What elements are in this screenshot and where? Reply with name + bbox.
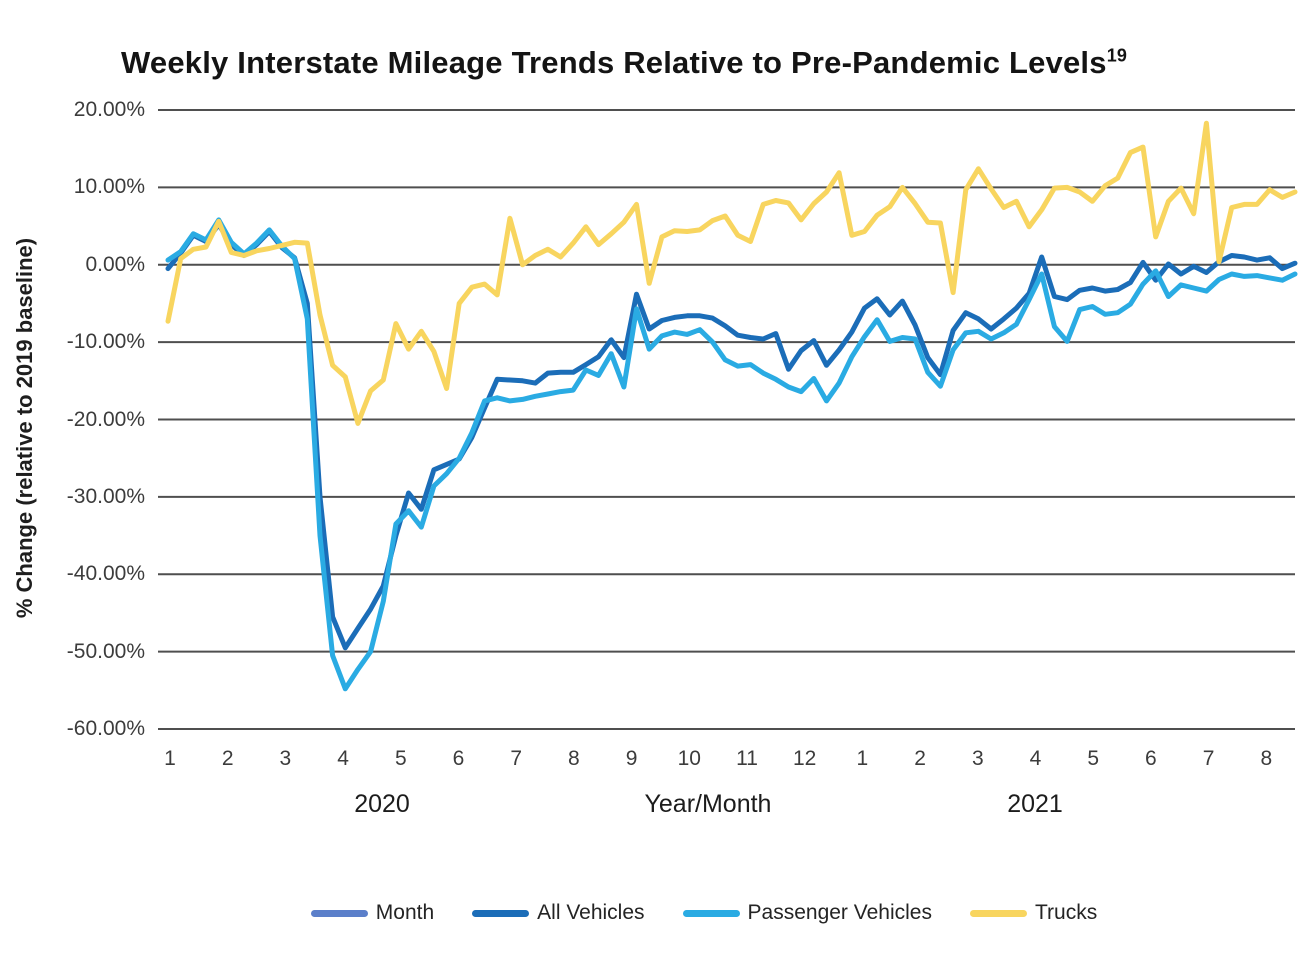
x-axis-title: Year/Month bbox=[644, 790, 772, 818]
x-tick-label: 1 bbox=[164, 747, 176, 770]
x-tick-label: 7 bbox=[1202, 747, 1215, 770]
y-tick-label: 20.00% bbox=[73, 98, 145, 121]
legend-label: Trucks bbox=[1034, 901, 1098, 924]
chart-title-footnote: 19 bbox=[1106, 45, 1128, 66]
x-tick-label: 12 bbox=[793, 747, 817, 770]
x-tick-label: 3 bbox=[971, 747, 984, 770]
legend-item-passenger-vehicles: Passenger Vehicles bbox=[682, 901, 932, 925]
chart-title: Weekly Interstate Mileage Trends Relativ… bbox=[121, 45, 1127, 81]
x-tick-label: 7 bbox=[510, 747, 523, 770]
x-tick-label: 6 bbox=[452, 747, 465, 770]
legend-label: Month bbox=[375, 901, 435, 924]
legend: Month All Vehicles Passenger Vehicles Truck… bbox=[0, 901, 1312, 925]
x-tick-label: 1 bbox=[856, 747, 869, 770]
legend-swatch-trucks bbox=[969, 909, 1027, 917]
line-passenger-vehicles bbox=[165, 217, 1298, 692]
legend-swatch-all-vehicles bbox=[472, 909, 530, 917]
y-tick-label: -50.00% bbox=[66, 639, 145, 663]
x-tick-label: 8 bbox=[568, 747, 580, 770]
x-tick-label: 5 bbox=[1087, 747, 1100, 770]
x-tick-label: 4 bbox=[337, 747, 349, 770]
legend-label: Passenger Vehicles bbox=[747, 901, 932, 924]
x-axis-year-2021: 2021 bbox=[1007, 790, 1063, 818]
line-all-vehicles bbox=[165, 222, 1298, 651]
y-tick-label: -60.00% bbox=[66, 717, 145, 740]
x-tick-label: 11 bbox=[736, 747, 758, 770]
line-trucks bbox=[165, 120, 1298, 426]
x-tick-label: 8 bbox=[1260, 747, 1273, 770]
y-tick-label: 10.00% bbox=[73, 175, 145, 199]
y-tick-label: -10.00% bbox=[66, 330, 145, 354]
y-tick-label: -30.00% bbox=[66, 484, 145, 508]
legend-swatch-month bbox=[310, 909, 368, 917]
legend-item-month: Month bbox=[310, 901, 435, 925]
x-tick-label: 9 bbox=[625, 747, 638, 770]
x-tick-label: 2 bbox=[221, 747, 234, 770]
x-axis-year-2020: 2020 bbox=[354, 790, 410, 818]
x-tick-label: 2 bbox=[914, 747, 926, 770]
legend-swatch-passenger-vehicles bbox=[682, 909, 740, 917]
y-tick-label: -20.00% bbox=[66, 407, 145, 431]
x-tick-label: 4 bbox=[1029, 747, 1042, 770]
x-tick-label: 6 bbox=[1145, 747, 1157, 770]
y-tick-label: -40.00% bbox=[66, 562, 145, 586]
legend-item-all-vehicles: All Vehicles bbox=[472, 901, 645, 925]
x-tick-label: 3 bbox=[279, 747, 292, 770]
x-tick-label: 10 bbox=[677, 747, 701, 770]
legend-item-trucks: Trucks bbox=[969, 901, 1098, 925]
chart-title-text: Weekly Interstate Mileage Trends Relativ… bbox=[121, 44, 1107, 80]
x-tick-label: 5 bbox=[394, 747, 407, 770]
legend-label: All Vehicles bbox=[537, 901, 645, 924]
y-tick-label: 0.00% bbox=[85, 252, 145, 276]
